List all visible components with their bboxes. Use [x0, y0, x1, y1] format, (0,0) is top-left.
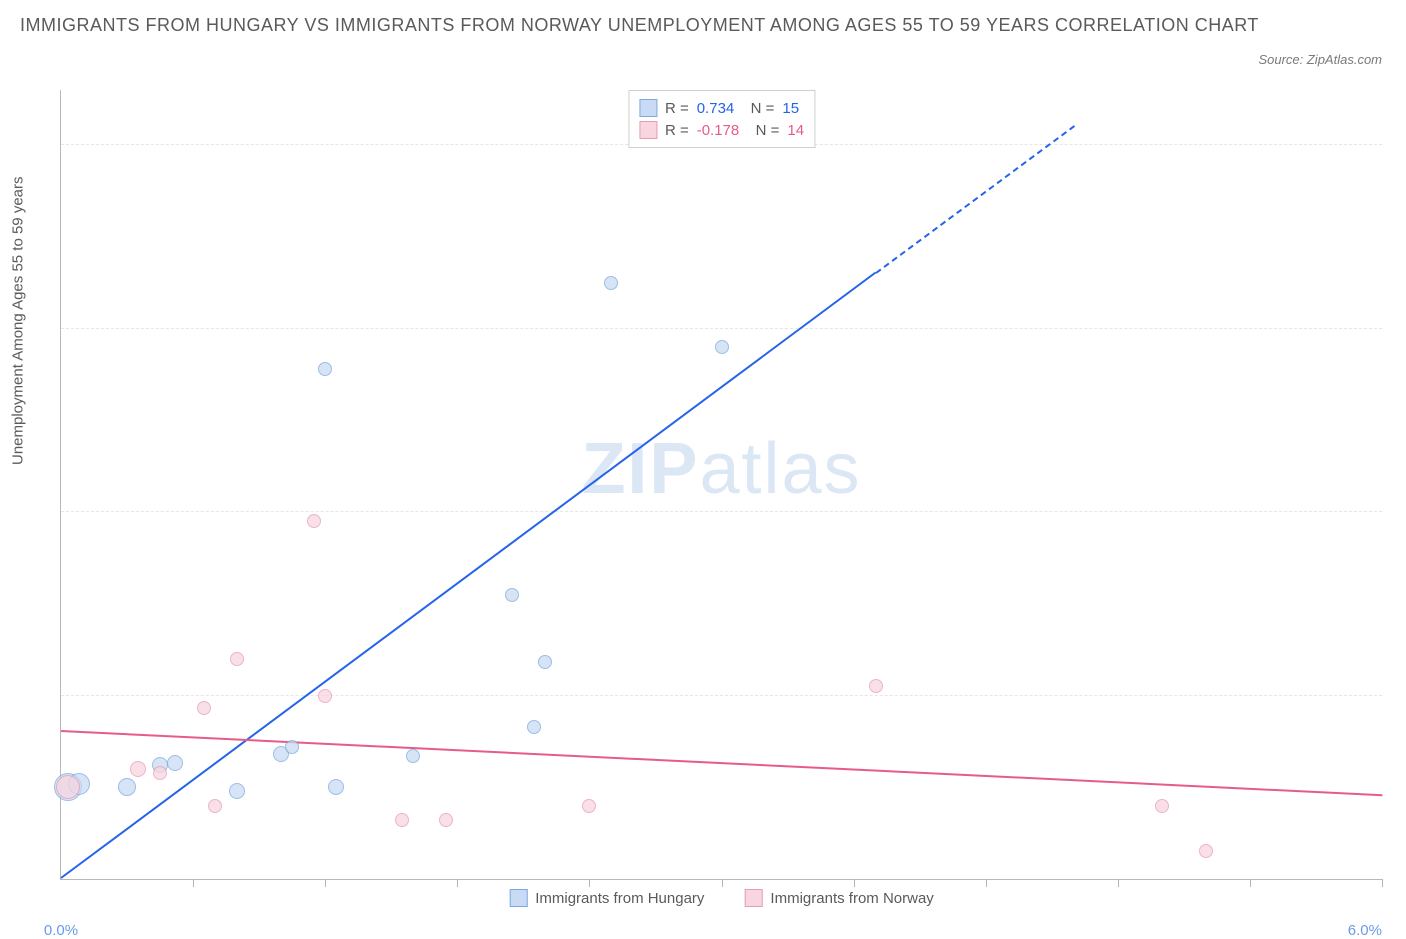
legend-label: Immigrants from Norway [770, 890, 933, 907]
gridline [61, 511, 1382, 512]
chart-plot-area: ZIPatlas R = 0.734 N = 15 R = -0.178 N =… [60, 90, 1382, 880]
data-point [1199, 844, 1213, 858]
data-point [130, 761, 146, 777]
x-tick-right: 6.0% [1348, 922, 1382, 939]
swatch-blue [509, 889, 527, 907]
data-point [527, 720, 541, 734]
r-value-norway: -0.178 [697, 122, 740, 139]
source-label: Source: ZipAtlas.com [1258, 52, 1382, 67]
x-tick-left: 0.0% [44, 922, 78, 939]
data-point [604, 276, 618, 290]
trendline [60, 272, 876, 879]
stats-legend: R = 0.734 N = 15 R = -0.178 N = 14 [628, 90, 815, 148]
data-point [406, 749, 420, 763]
x-tick [1250, 879, 1251, 887]
y-tick-label: 30.0% [1392, 320, 1406, 337]
data-point [56, 775, 80, 799]
swatch-blue [639, 99, 657, 117]
x-tick [722, 879, 723, 887]
x-tick [457, 879, 458, 887]
r-label: R = [665, 122, 689, 139]
data-point [439, 813, 453, 827]
data-point [230, 652, 244, 666]
data-point [538, 655, 552, 669]
gridline [61, 328, 1382, 329]
data-point [318, 362, 332, 376]
trendline [875, 125, 1074, 273]
y-axis-label: Unemployment Among Ages 55 to 59 years [10, 176, 27, 465]
chart-title: IMMIGRANTS FROM HUNGARY VS IMMIGRANTS FR… [20, 12, 1386, 39]
r-value-hungary: 0.734 [697, 100, 735, 117]
x-tick [854, 879, 855, 887]
legend-label: Immigrants from Hungary [535, 890, 704, 907]
watermark-rest: atlas [699, 429, 861, 509]
x-tick [986, 879, 987, 887]
x-tick [325, 879, 326, 887]
trendline [61, 730, 1382, 796]
x-tick [589, 879, 590, 887]
swatch-pink [744, 889, 762, 907]
legend-item-norway: Immigrants from Norway [744, 889, 933, 907]
data-point [582, 799, 596, 813]
x-tick [193, 879, 194, 887]
stats-row-hungary: R = 0.734 N = 15 [639, 97, 804, 119]
watermark: ZIPatlas [581, 428, 861, 510]
n-label: N = [747, 122, 779, 139]
y-tick-label: 10.0% [1392, 687, 1406, 704]
data-point [505, 588, 519, 602]
data-point [715, 340, 729, 354]
watermark-bold: ZIP [581, 429, 699, 509]
data-point [1155, 799, 1169, 813]
stats-row-norway: R = -0.178 N = 14 [639, 119, 804, 141]
y-tick-label: 20.0% [1392, 504, 1406, 521]
y-tick-label: 40.0% [1392, 137, 1406, 154]
series-legend: Immigrants from Hungary Immigrants from … [509, 889, 934, 907]
legend-item-hungary: Immigrants from Hungary [509, 889, 704, 907]
data-point [285, 740, 299, 754]
n-value-norway: 14 [787, 122, 804, 139]
data-point [328, 779, 344, 795]
data-point [307, 514, 321, 528]
r-label: R = [665, 100, 689, 117]
data-point [208, 799, 222, 813]
data-point [395, 813, 409, 827]
gridline [61, 695, 1382, 696]
x-tick [1118, 879, 1119, 887]
data-point [229, 783, 245, 799]
data-point [869, 679, 883, 693]
n-value-hungary: 15 [782, 100, 799, 117]
data-point [167, 755, 183, 771]
data-point [197, 701, 211, 715]
x-tick [1382, 879, 1383, 887]
data-point [118, 778, 136, 796]
swatch-pink [639, 121, 657, 139]
data-point [153, 766, 167, 780]
data-point [318, 689, 332, 703]
n-label: N = [742, 100, 774, 117]
